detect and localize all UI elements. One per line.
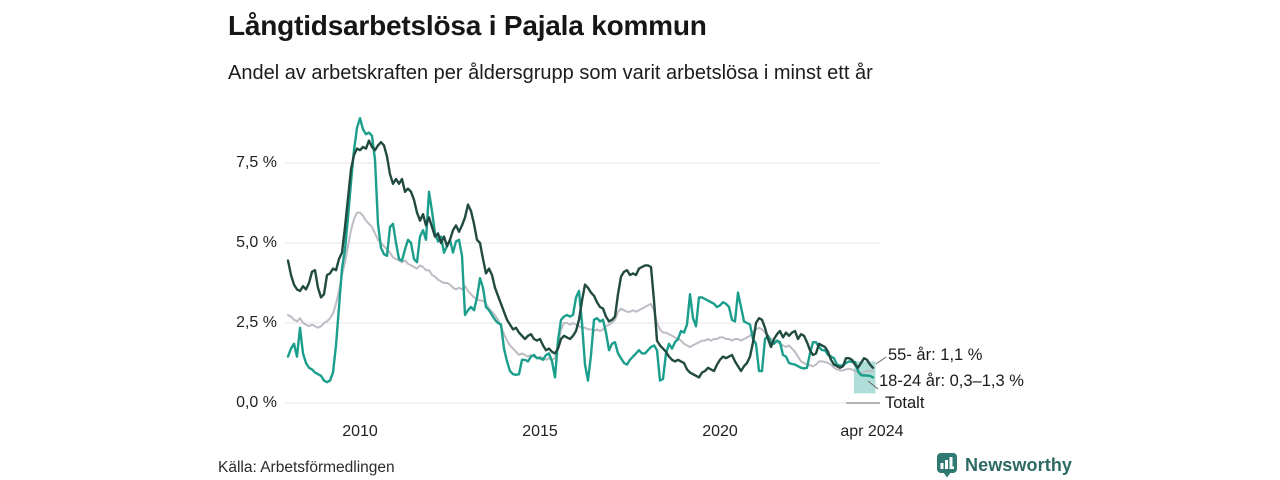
newsworthy-logo: Newsworthy [936,452,1072,478]
annotation-connector-1 [867,380,879,390]
chart-subtitle: Andel av arbetskraften per åldersgrupp s… [228,62,873,84]
x-axis-tick-label: 2010 [342,423,378,440]
series-line-totalt [287,211,874,375]
x-axis-tick-label: 2015 [522,423,558,440]
uncertainty-band [853,361,876,394]
annotation-label-55plus: 55- år: 1,1 % [888,346,983,364]
annotation-label-18-24: 18-24 år: 0,3–1,3 % [879,372,1024,390]
annotation-connector-0 [875,356,887,365]
x-axis-tick-label: 2020 [702,423,738,440]
series-line-18-24 [286,116,875,384]
source-note: Källa: Arbetsförmedlingen [218,459,395,476]
series-line-55plus [286,139,875,379]
y-axis-tick-label: 0,0 % [236,394,277,411]
page-title: Långtidsarbetslösa i Pajala kommun [228,10,707,41]
x-axis-tick-label: apr 2024 [840,423,904,440]
newsworthy-logo-icon [937,453,957,478]
newsworthy-logo-text: Newsworthy [965,454,1073,475]
annotation-label-totalt: Totalt [885,394,925,412]
y-axis-tick-label: 2,5 % [236,314,277,331]
y-axis-tick-label: 5,0 % [236,234,277,251]
y-axis-tick-label: 7,5 % [236,154,277,171]
